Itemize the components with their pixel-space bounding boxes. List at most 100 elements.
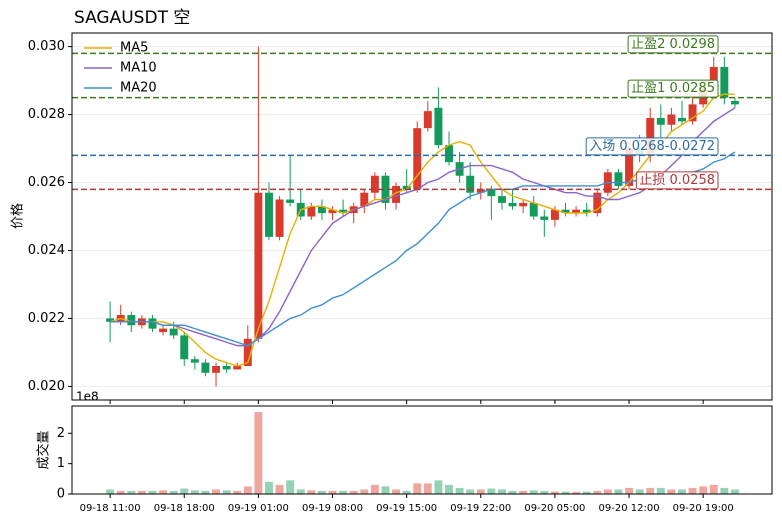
candle-body [328,209,337,214]
level-label: 止盈2 0.0298 [631,37,715,52]
x-tick-label: 09-19 08:00 [302,503,363,514]
y-tick-label: 0.030 [28,39,65,54]
x-tick-label: 09-19 22:00 [450,503,511,514]
volume-bar [497,489,506,494]
candle-body [201,362,210,373]
candle-body [402,185,411,190]
axes-frame [71,405,773,495]
candle-body [381,175,390,203]
volume-bar [381,486,390,494]
candle-body [572,209,581,214]
candle-body [159,328,168,333]
level-label: 止盈1 0.0285 [631,81,715,96]
candle-body [413,128,422,190]
x-tick-label: 09-20 12:00 [599,503,660,514]
volume-bar [614,489,623,494]
level-label-box [635,171,719,190]
candle-body [529,202,538,217]
volume-bar [317,490,326,494]
volume-bar [561,491,570,494]
candle-body [317,206,326,214]
volume-bar [730,489,739,494]
volume-bar [370,484,379,494]
candle-body [423,111,432,129]
volume-bar [678,489,686,494]
volume-bar [349,490,358,494]
candle-body [212,366,220,373]
volume-bar [519,490,528,494]
y-tick-label: 0.020 [28,379,65,394]
volume-bar [487,488,496,494]
volume-bar [328,490,337,494]
volume-bar [159,490,168,494]
ma-line [109,93,735,367]
candle-body [561,209,570,214]
volume-bar [508,490,517,494]
legend-label: MA10 [120,61,157,76]
candle-body [550,209,559,220]
volume-bar [550,491,559,494]
y-tick-label: 2 [57,426,65,441]
candle-body [286,199,295,203]
volume-bar [233,490,242,494]
volume-bar [265,481,273,494]
candle-body [360,192,369,207]
y-tick-label: 0 [57,487,65,502]
candle-body [169,328,178,336]
volume-bar [296,489,305,494]
volume-bar [625,487,634,494]
candle-body [434,107,443,146]
legend-label: MA5 [120,41,148,56]
candle-body [222,366,231,370]
volume-bar [445,484,453,494]
volume-bar [466,489,475,494]
volume-bar [127,490,136,494]
y-tick-label: 0.022 [28,311,65,326]
x-tick-label: 09-18 11:00 [80,503,141,514]
candle-body [688,104,697,122]
volume-bar [593,490,602,494]
volume-bar [455,487,464,494]
candle-body [593,192,602,214]
candle-body [667,114,676,125]
x-tick-label: 09-19 15:00 [376,503,437,514]
volume-bar [137,490,146,494]
volume-bar [212,489,220,494]
volume-bar [169,490,178,494]
level-label: 止损 0.0258 [639,173,715,188]
y-axis-label: 价格 [10,203,26,229]
candle-body [582,209,591,214]
candle-body [275,199,284,237]
volume-bar [148,490,157,494]
candle-body [709,66,718,81]
volume-bar [402,490,411,494]
candle-body [148,318,157,329]
axes-frame [71,32,773,401]
volume-bar [635,489,644,494]
volume-bar [360,489,369,494]
candle-body [476,189,485,193]
volume-bar [180,488,189,494]
x-tick-label: 09-19 01:00 [228,503,289,514]
volume-bar [529,490,538,494]
candle-body [233,366,242,370]
candle-body [392,185,401,203]
ma-line [110,107,736,347]
volume-bar [243,486,252,494]
candle-body [106,318,115,322]
candle-body [466,175,475,193]
candle-body [487,189,496,197]
volume-bar [646,487,655,494]
candle-body [370,175,379,193]
volume-bar [286,480,295,494]
volume-bar [688,487,697,494]
volume-bar [307,490,316,494]
volume-bar [190,490,199,494]
volume-bar [339,490,348,494]
volume-bar [201,490,210,494]
candle-body [190,359,199,363]
candle-body [646,117,655,156]
volume-bar [392,489,401,494]
volume-bar [423,483,432,494]
